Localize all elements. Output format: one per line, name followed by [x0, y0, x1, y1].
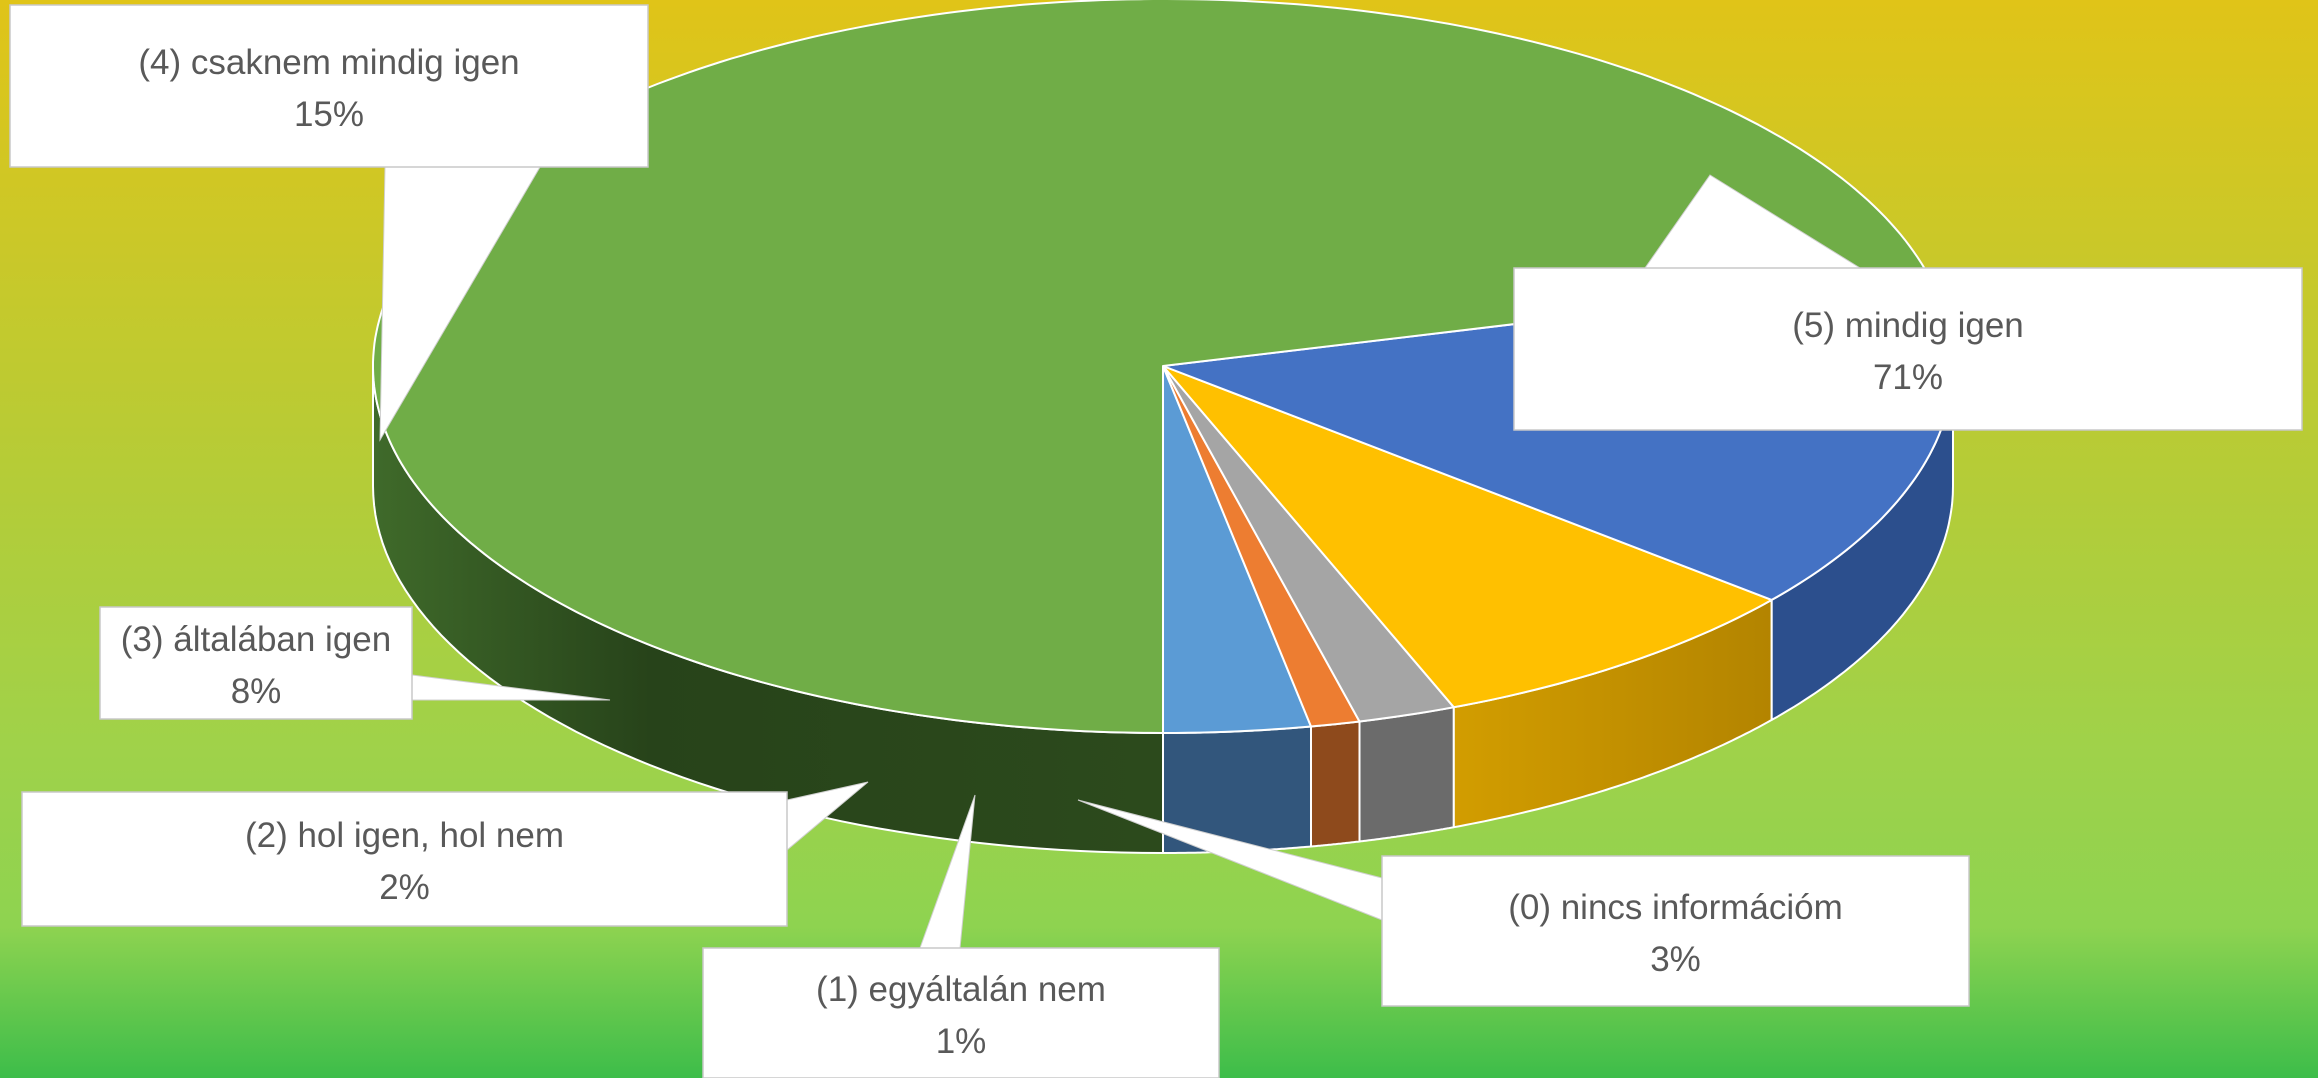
callout-hol-igen-hol-nem: (2) hol igen, hol nem 2%: [21, 781, 869, 927]
pie-tops: [372, 0, 1954, 734]
slice-label: (3) általában igen: [121, 620, 391, 659]
data-label-callouts: (0) nincs információm 3% (1) egyáltalán ne…: [9, 4, 2303, 1078]
slice-label: (4) csaknem mindig igen: [138, 43, 519, 82]
slice-percentage: 1%: [936, 1022, 987, 1061]
slice-percentage: 15%: [294, 95, 364, 134]
callout-nincs-informaciom: (0) nincs információm 3%: [1077, 799, 1970, 1007]
slice-label: (1) egyáltalán nem: [816, 970, 1106, 1009]
callout-box: [1513, 267, 2303, 431]
slice-percentage: 8%: [231, 672, 282, 711]
slice-side-hol-igen-hol-nem: [1358, 706, 1455, 843]
pie-sides: [372, 365, 1954, 854]
slice-altalaban-igen: [1162, 365, 1773, 709]
slice-label: (5) mindig igen: [1792, 306, 2024, 345]
slice-hol-igen-hol-nem: [1162, 365, 1455, 723]
slice-side-egyaltalan-nem: [1310, 720, 1361, 848]
callout-altalaban-igen: (3) általában igen 8%: [99, 606, 611, 720]
callout-csaknem-mindig-igen: (4) csaknem mindig igen 15%: [9, 4, 649, 442]
slice-percentage: 3%: [1650, 940, 1701, 979]
callout-mindig-igen: (5) mindig igen 71%: [1513, 174, 2303, 431]
slice-label: (0) nincs információm: [1508, 888, 1843, 927]
slice-percentage: 71%: [1873, 358, 1943, 397]
callout-box: [9, 4, 649, 168]
callout-box: [1381, 855, 1970, 1007]
callout-egyaltalan-nem: (1) egyáltalán nem 1%: [702, 794, 1220, 1078]
callout-box: [702, 947, 1220, 1078]
slice-label: (2) hol igen, hol nem: [245, 816, 564, 855]
callout-box: [99, 606, 413, 720]
callout-box: [21, 791, 788, 927]
slice-percentage: 2%: [379, 868, 430, 907]
